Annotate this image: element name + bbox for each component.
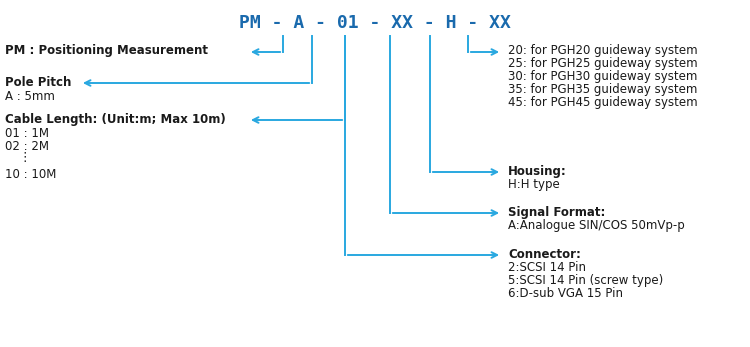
Text: 2:SCSI 14 Pin: 2:SCSI 14 Pin <box>508 261 586 274</box>
Text: 35: for PGH35 guideway system: 35: for PGH35 guideway system <box>508 83 698 96</box>
Text: 02 : 2M: 02 : 2M <box>5 140 49 153</box>
Text: A : 5mm: A : 5mm <box>5 90 55 103</box>
Text: 10 : 10M: 10 : 10M <box>5 168 56 181</box>
Text: 30: for PGH30 guideway system: 30: for PGH30 guideway system <box>508 70 698 83</box>
Text: 45: for PGH45 guideway system: 45: for PGH45 guideway system <box>508 96 698 109</box>
Text: A:Analogue SIN/COS 50mVp-p: A:Analogue SIN/COS 50mVp-p <box>508 219 685 232</box>
Text: Pole Pitch: Pole Pitch <box>5 76 71 89</box>
Text: ⋮: ⋮ <box>18 151 31 164</box>
Text: 25: for PGH25 guideway system: 25: for PGH25 guideway system <box>508 57 698 70</box>
Text: Cable Length: (Unit:m; Max 10m): Cable Length: (Unit:m; Max 10m) <box>5 113 226 126</box>
Text: PM : Positioning Measurement: PM : Positioning Measurement <box>5 44 208 57</box>
Text: Signal Format:: Signal Format: <box>508 206 605 219</box>
Text: 6:D-sub VGA 15 Pin: 6:D-sub VGA 15 Pin <box>508 287 623 300</box>
Text: 01 : 1M: 01 : 1M <box>5 127 49 140</box>
Text: 5:SCSI 14 Pin (screw type): 5:SCSI 14 Pin (screw type) <box>508 274 663 287</box>
Text: 20: for PGH20 guideway system: 20: for PGH20 guideway system <box>508 44 698 57</box>
Text: Housing:: Housing: <box>508 165 567 178</box>
Text: Connector:: Connector: <box>508 248 580 261</box>
Text: H:H type: H:H type <box>508 178 560 191</box>
Text: PM - A - 01 - XX - H - XX: PM - A - 01 - XX - H - XX <box>239 14 511 32</box>
